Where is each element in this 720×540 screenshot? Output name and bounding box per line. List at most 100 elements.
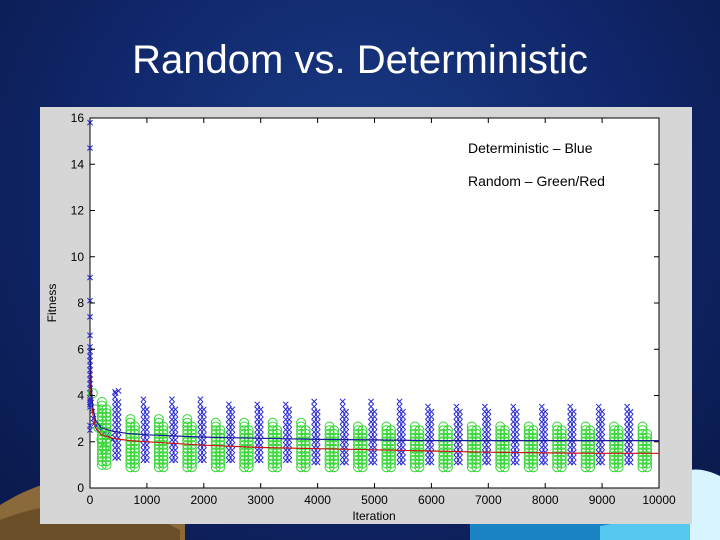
y-tick-label: 8 [77,296,84,310]
deterministic-point [485,444,492,451]
random-point [329,454,340,465]
deterministic-point [286,426,293,433]
deterministic-point [368,398,375,405]
deterministic-point [229,447,236,454]
deterministic-point [627,429,634,435]
deterministic-point [485,454,492,461]
random-point [499,458,510,469]
deterministic-point [371,459,378,466]
deterministic-point [282,401,289,408]
deterministic-point [172,426,179,433]
deterministic-point [257,406,264,413]
deterministic-point [143,447,150,454]
deterministic-point [200,426,207,433]
deterministic-point [513,434,520,441]
random-point [499,451,510,462]
random-point [585,462,596,473]
random-point [90,404,101,415]
deterministic-point [143,426,150,433]
deterministic-point [371,434,378,441]
random-point [613,454,624,465]
random-point [215,425,226,436]
random-point [243,436,254,447]
deterministic-point [286,457,293,464]
deterministic-point [115,454,122,461]
deterministic-point [513,413,520,420]
random-point [101,415,112,426]
random-point [613,425,624,436]
deterministic-point [286,406,293,413]
random-point [158,462,169,473]
random-point [296,417,307,428]
deterministic-point [599,408,606,415]
random-point [386,451,397,462]
random-point [129,462,140,473]
deterministic-point [428,408,435,415]
y-tick-label: 12 [71,204,85,218]
deterministic-point [624,403,631,410]
random-point [357,447,368,458]
random-point [158,428,169,439]
random-point [125,414,136,425]
deterministic-point [343,434,350,441]
deterministic-point [229,431,236,438]
deterministic-point [115,409,122,416]
deterministic-point [570,423,577,430]
deterministic-point [570,429,577,435]
deterministic-point [115,414,122,421]
deterministic-point [371,418,378,425]
deterministic-point [286,442,293,448]
deterministic-point [200,416,207,423]
random-point [101,452,112,463]
deterministic-point [399,429,406,435]
deterministic-point [599,459,606,466]
deterministic-point [456,408,463,415]
random-point [329,425,340,436]
random-point [158,432,169,443]
random-point [442,425,453,436]
random-point [215,462,226,473]
random-point [499,443,510,454]
deterministic-point [314,439,321,446]
deterministic-point [399,444,406,451]
deterministic-point [314,429,321,435]
random-point [442,443,453,454]
random-point [442,436,453,447]
deterministic-point [200,436,207,443]
random-point [613,428,624,439]
deterministic-point [286,421,293,428]
random-point [186,425,197,436]
deterministic-point [428,418,435,425]
random-point [158,447,169,458]
deterministic-point [599,454,606,461]
deterministic-point [399,454,406,461]
deterministic-point [200,447,207,454]
random-point [499,436,510,447]
deterministic-point [570,413,577,420]
random-point [556,462,567,473]
deterministic-point [115,424,122,431]
random-point [386,428,397,439]
deterministic-point [314,449,321,456]
random-point [329,432,340,443]
random-point [210,417,221,428]
deterministic-point [595,403,602,410]
deterministic-point [257,457,264,464]
random-point [186,454,197,465]
random-point [357,443,368,454]
deterministic-point [286,416,293,423]
random-point [267,417,278,428]
random-point [215,451,226,462]
deterministic-point [143,452,150,459]
deterministic-point [286,452,293,459]
random-point [129,458,140,469]
deterministic-point [456,459,463,466]
deterministic-point [87,313,93,320]
deterministic-point [257,426,264,433]
random-point [158,451,169,462]
deterministic-point [229,416,236,423]
deterministic-point [257,421,264,428]
y-tick-label: 10 [71,250,85,264]
deterministic-point [542,413,549,420]
deterministic-point [399,408,406,415]
